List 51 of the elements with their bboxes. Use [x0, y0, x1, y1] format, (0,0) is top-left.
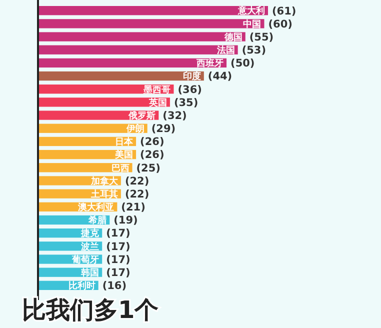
data-label: (35)	[174, 96, 198, 109]
data-label: (21)	[121, 202, 146, 214]
y-tick-label: 比利时	[68, 280, 96, 292]
y-tick-label: 德国	[223, 32, 242, 43]
y-tick-label: 意大利	[237, 6, 265, 17]
data-label: (61)	[272, 5, 296, 18]
y-tick-label: 捷克	[80, 228, 100, 240]
data-label: (25)	[136, 162, 160, 174]
y-tick-label: 日本	[115, 136, 134, 148]
data-label: (17)	[106, 254, 130, 266]
data-label: (19)	[114, 214, 138, 227]
data-label: (22)	[124, 188, 150, 200]
y-tick-label: 澳大利亚	[77, 202, 114, 214]
y-tick-label: 波兰	[80, 241, 100, 252]
bar	[38, 6, 268, 16]
y-tick-label: 韩国	[80, 267, 100, 278]
data-label: (32)	[162, 110, 187, 122]
data-label: (29)	[151, 123, 176, 136]
bar	[38, 45, 238, 54]
data-label: (17)	[106, 240, 130, 253]
y-tick-label: 中国	[243, 18, 262, 30]
data-label: (26)	[140, 136, 164, 148]
y-tick-label: 伊朗	[125, 124, 144, 135]
y-tick-label: 加拿大	[90, 176, 119, 187]
data-label: (55)	[249, 31, 274, 44]
bar	[38, 71, 204, 81]
data-label: (22)	[124, 175, 150, 188]
y-tick-label: 西班牙	[196, 58, 224, 70]
y-tick-label: 土耳其	[90, 188, 118, 200]
data-label: (16)	[102, 280, 127, 292]
y-tick-label: 葡萄牙	[71, 254, 100, 266]
y-tick-label: 印度	[182, 71, 201, 82]
data-label: (53)	[242, 44, 266, 57]
annotation: 比我们多1个	[22, 296, 159, 324]
y-tick-label: 巴西	[111, 162, 130, 174]
data-label: (60)	[268, 18, 292, 30]
y-tick-label: 希腊	[88, 215, 107, 226]
data-label: (44)	[208, 70, 232, 83]
y-tick-label: 墨西哥	[142, 84, 171, 96]
data-label: (17)	[106, 228, 130, 240]
y-tick-label: 美国	[114, 150, 134, 161]
bar	[38, 32, 246, 42]
data-label: (17)	[106, 267, 130, 280]
data-label: (26)	[140, 149, 164, 162]
y-tick-label: 法国	[216, 44, 235, 56]
y-tick-label: 英国	[148, 97, 167, 108]
data-label: (50)	[230, 58, 255, 70]
bar	[38, 98, 170, 107]
y-tick-label: 俄罗斯	[128, 110, 156, 122]
bar	[38, 19, 264, 28]
data-label: (36)	[178, 84, 202, 96]
